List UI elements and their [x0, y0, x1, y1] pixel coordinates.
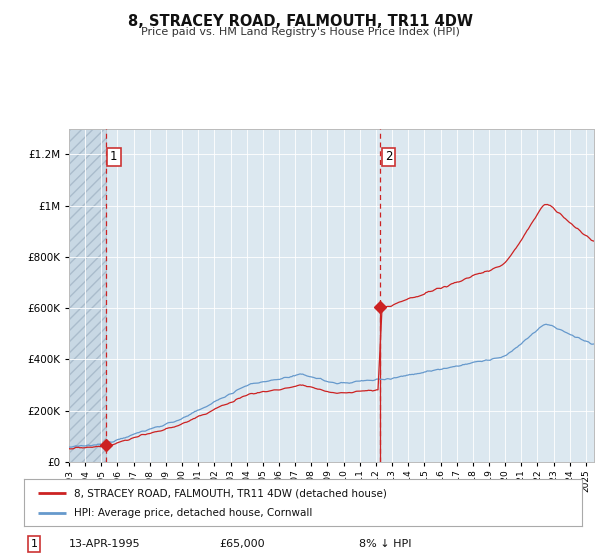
- Text: 8, STRACEY ROAD, FALMOUTH, TR11 4DW: 8, STRACEY ROAD, FALMOUTH, TR11 4DW: [128, 14, 473, 29]
- Text: 2: 2: [385, 151, 392, 164]
- Text: 8% ↓ HPI: 8% ↓ HPI: [359, 539, 412, 549]
- Text: HPI: Average price, detached house, Cornwall: HPI: Average price, detached house, Corn…: [74, 508, 313, 518]
- Text: 1: 1: [110, 151, 118, 164]
- Text: 8, STRACEY ROAD, FALMOUTH, TR11 4DW (detached house): 8, STRACEY ROAD, FALMOUTH, TR11 4DW (det…: [74, 488, 387, 498]
- Text: 1: 1: [31, 539, 38, 549]
- Bar: [69, 129, 106, 462]
- Text: £65,000: £65,000: [220, 539, 265, 549]
- Text: Price paid vs. HM Land Registry's House Price Index (HPI): Price paid vs. HM Land Registry's House …: [140, 27, 460, 37]
- Text: 13-APR-1995: 13-APR-1995: [68, 539, 140, 549]
